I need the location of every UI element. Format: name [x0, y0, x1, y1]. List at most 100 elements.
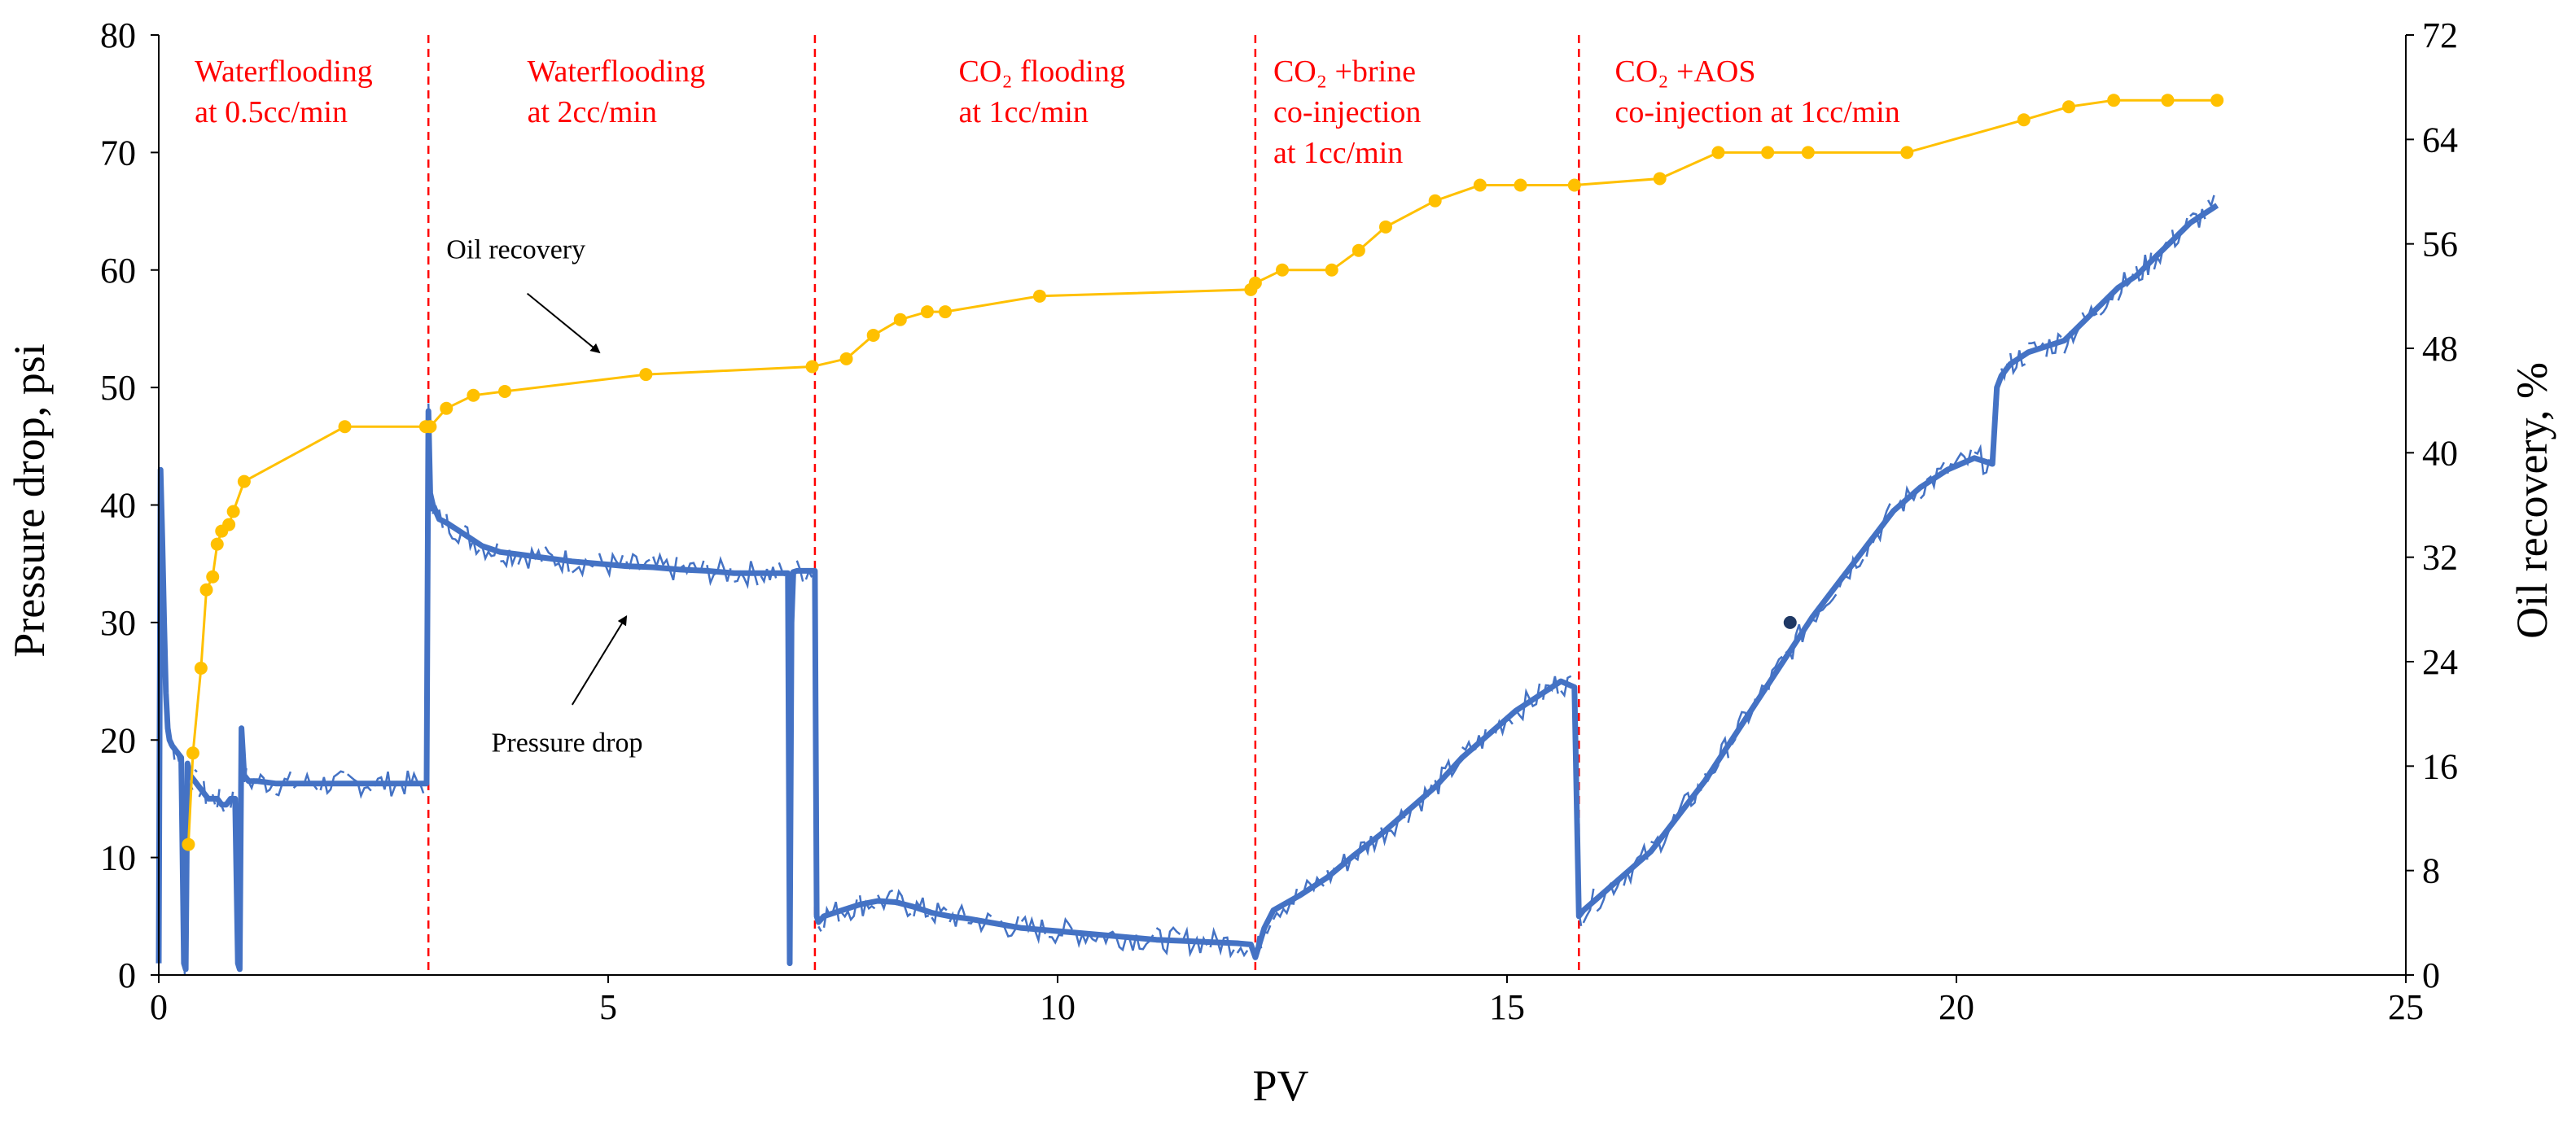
- oil-recovery-point: [423, 420, 437, 434]
- oil-recovery-point: [1567, 178, 1581, 192]
- oil-recovery-point: [1352, 243, 1365, 257]
- tick-labels: 0 5 10 15 20 25010203040506070800816243240485…: [100, 15, 2458, 1027]
- y2-tick-label: 24: [2422, 642, 2458, 682]
- oil-recovery-point: [1711, 146, 1725, 160]
- oil-recovery-point: [805, 360, 819, 374]
- x-tick-label: 5: [599, 987, 617, 1027]
- y-tick-label: 50: [100, 368, 136, 408]
- oil-recovery-series: [182, 94, 2224, 851]
- oil-recovery-point: [866, 328, 880, 342]
- oil-recovery-point: [1653, 172, 1667, 186]
- annotation-label: Pressure drop: [491, 728, 642, 759]
- oil-recovery-point: [210, 537, 224, 551]
- oil-recovery-point: [1473, 178, 1487, 192]
- oil-recovery-point: [1378, 220, 1392, 234]
- phase-label-line: at 2cc/min: [528, 95, 657, 129]
- y-tick-label: 30: [100, 603, 136, 643]
- y2-tick-label: 56: [2422, 225, 2458, 265]
- oil-recovery-point: [226, 505, 240, 518]
- axes: [158, 35, 2407, 976]
- oil-recovery-point: [2062, 100, 2075, 114]
- phase-label: Waterflooding at 0.5cc/min: [195, 55, 373, 129]
- annotation-arrow: [527, 292, 601, 354]
- oil-recovery-point: [186, 746, 199, 760]
- annotation-arrow: [571, 614, 628, 706]
- y2-tick-label: 48: [2422, 329, 2458, 369]
- highlight-point: [1783, 615, 1797, 629]
- y-tick-label: 60: [100, 251, 136, 291]
- oil-recovery-point: [1761, 146, 1775, 160]
- phase-label-line: at 1cc/min: [1273, 136, 1403, 170]
- y2-tick-label: 32: [2422, 538, 2458, 578]
- oil-recovery-point: [1514, 178, 1527, 192]
- oil-recovery-point: [639, 368, 653, 382]
- y-axis-title: Pressure drop, psi: [5, 343, 54, 657]
- oil-recovery-point: [1248, 276, 1262, 290]
- oil-recovery-point: [1325, 263, 1338, 277]
- phase-label-line: CO₂ +brine: [1273, 55, 1416, 89]
- oil-recovery-point: [893, 313, 907, 326]
- phase-label-line: co-injection: [1273, 95, 1421, 129]
- y-tick-label: 10: [100, 838, 136, 878]
- y2-tick-label: 40: [2422, 433, 2458, 473]
- y2-axis-title: Oil recovery, %: [2508, 362, 2556, 639]
- phase-label: CO₂ +brine co-injection at 1cc/min: [1273, 55, 1421, 170]
- oil-recovery-point: [1801, 146, 1815, 160]
- y-tick-label: 40: [100, 486, 136, 526]
- y2-tick-label: 0: [2422, 955, 2440, 995]
- pressure-drop-noise: [159, 195, 2215, 976]
- oil-recovery-point: [206, 570, 220, 584]
- oil-recovery-point: [338, 420, 352, 434]
- phase-label-line: co-injection at 1cc/min: [1614, 95, 1899, 129]
- phase-label-line: Waterflooding: [528, 55, 706, 89]
- oil-recovery-point: [839, 352, 853, 365]
- annotation-label: Oil recovery: [446, 234, 585, 265]
- oil-recovery-point: [1428, 194, 1442, 208]
- oil-recovery-point: [222, 518, 236, 531]
- y-tick-label: 80: [100, 15, 136, 55]
- x-tick-label: 0: [150, 987, 168, 1027]
- y-tick-label: 0: [118, 955, 136, 995]
- phase-label: CO₂ flooding at 1cc/min: [959, 55, 1125, 129]
- phase-label: CO₂ +AOS co-injection at 1cc/min: [1614, 55, 1899, 129]
- y2-tick-label: 72: [2422, 15, 2458, 55]
- phase-labels: Waterflooding at 0.5cc/min Waterflooding at…: [195, 55, 1900, 170]
- phase-label-line: CO₂ +AOS: [1614, 55, 1755, 89]
- oil-recovery-point: [2107, 94, 2121, 107]
- x-axis-title: PV: [1252, 1061, 1308, 1110]
- x-tick-label: 20: [1939, 987, 1974, 1027]
- phase-label-line: at 1cc/min: [959, 95, 1089, 129]
- oil-recovery-point: [194, 662, 208, 675]
- phase-dividers: [427, 35, 1580, 975]
- oil-recovery-point: [182, 837, 195, 851]
- oil-recovery-point: [2161, 94, 2175, 107]
- phase-label-line: Waterflooding: [195, 55, 373, 89]
- oil-recovery-point: [2017, 113, 2031, 127]
- y-tick-label: 20: [100, 720, 136, 760]
- x-tick-label: 25: [2388, 987, 2424, 1027]
- phase-label: Waterflooding at 2cc/min: [528, 55, 706, 129]
- oil-recovery-point: [440, 401, 453, 415]
- phase-label-line: at 0.5cc/min: [195, 95, 348, 129]
- oil-recovery-point: [1900, 146, 1914, 160]
- oil-recovery-point: [237, 474, 251, 488]
- x-tick-label: 10: [1040, 987, 1076, 1027]
- oil-recovery-point: [939, 305, 952, 319]
- y2-tick-label: 16: [2422, 746, 2458, 786]
- pressure-drop-series: [156, 195, 2219, 976]
- oil-recovery-point: [199, 583, 213, 597]
- oil-recovery-point: [1276, 263, 1289, 277]
- annotations: Oil recovery Pressure drop: [446, 234, 642, 758]
- y-tick-label: 70: [100, 133, 136, 173]
- oil-recovery-point: [498, 384, 512, 398]
- phase-label-line: CO₂ flooding: [959, 55, 1125, 89]
- oil-recovery-point: [920, 305, 934, 319]
- oil-recovery-point: [1032, 289, 1046, 303]
- x-tick-label: 15: [1489, 987, 1525, 1027]
- oil-recovery-point: [2210, 94, 2224, 107]
- oil-recovery-point: [467, 388, 480, 402]
- pressure-drop-line: [156, 203, 2219, 973]
- y2-tick-label: 8: [2422, 851, 2440, 891]
- y2-tick-label: 64: [2422, 120, 2458, 160]
